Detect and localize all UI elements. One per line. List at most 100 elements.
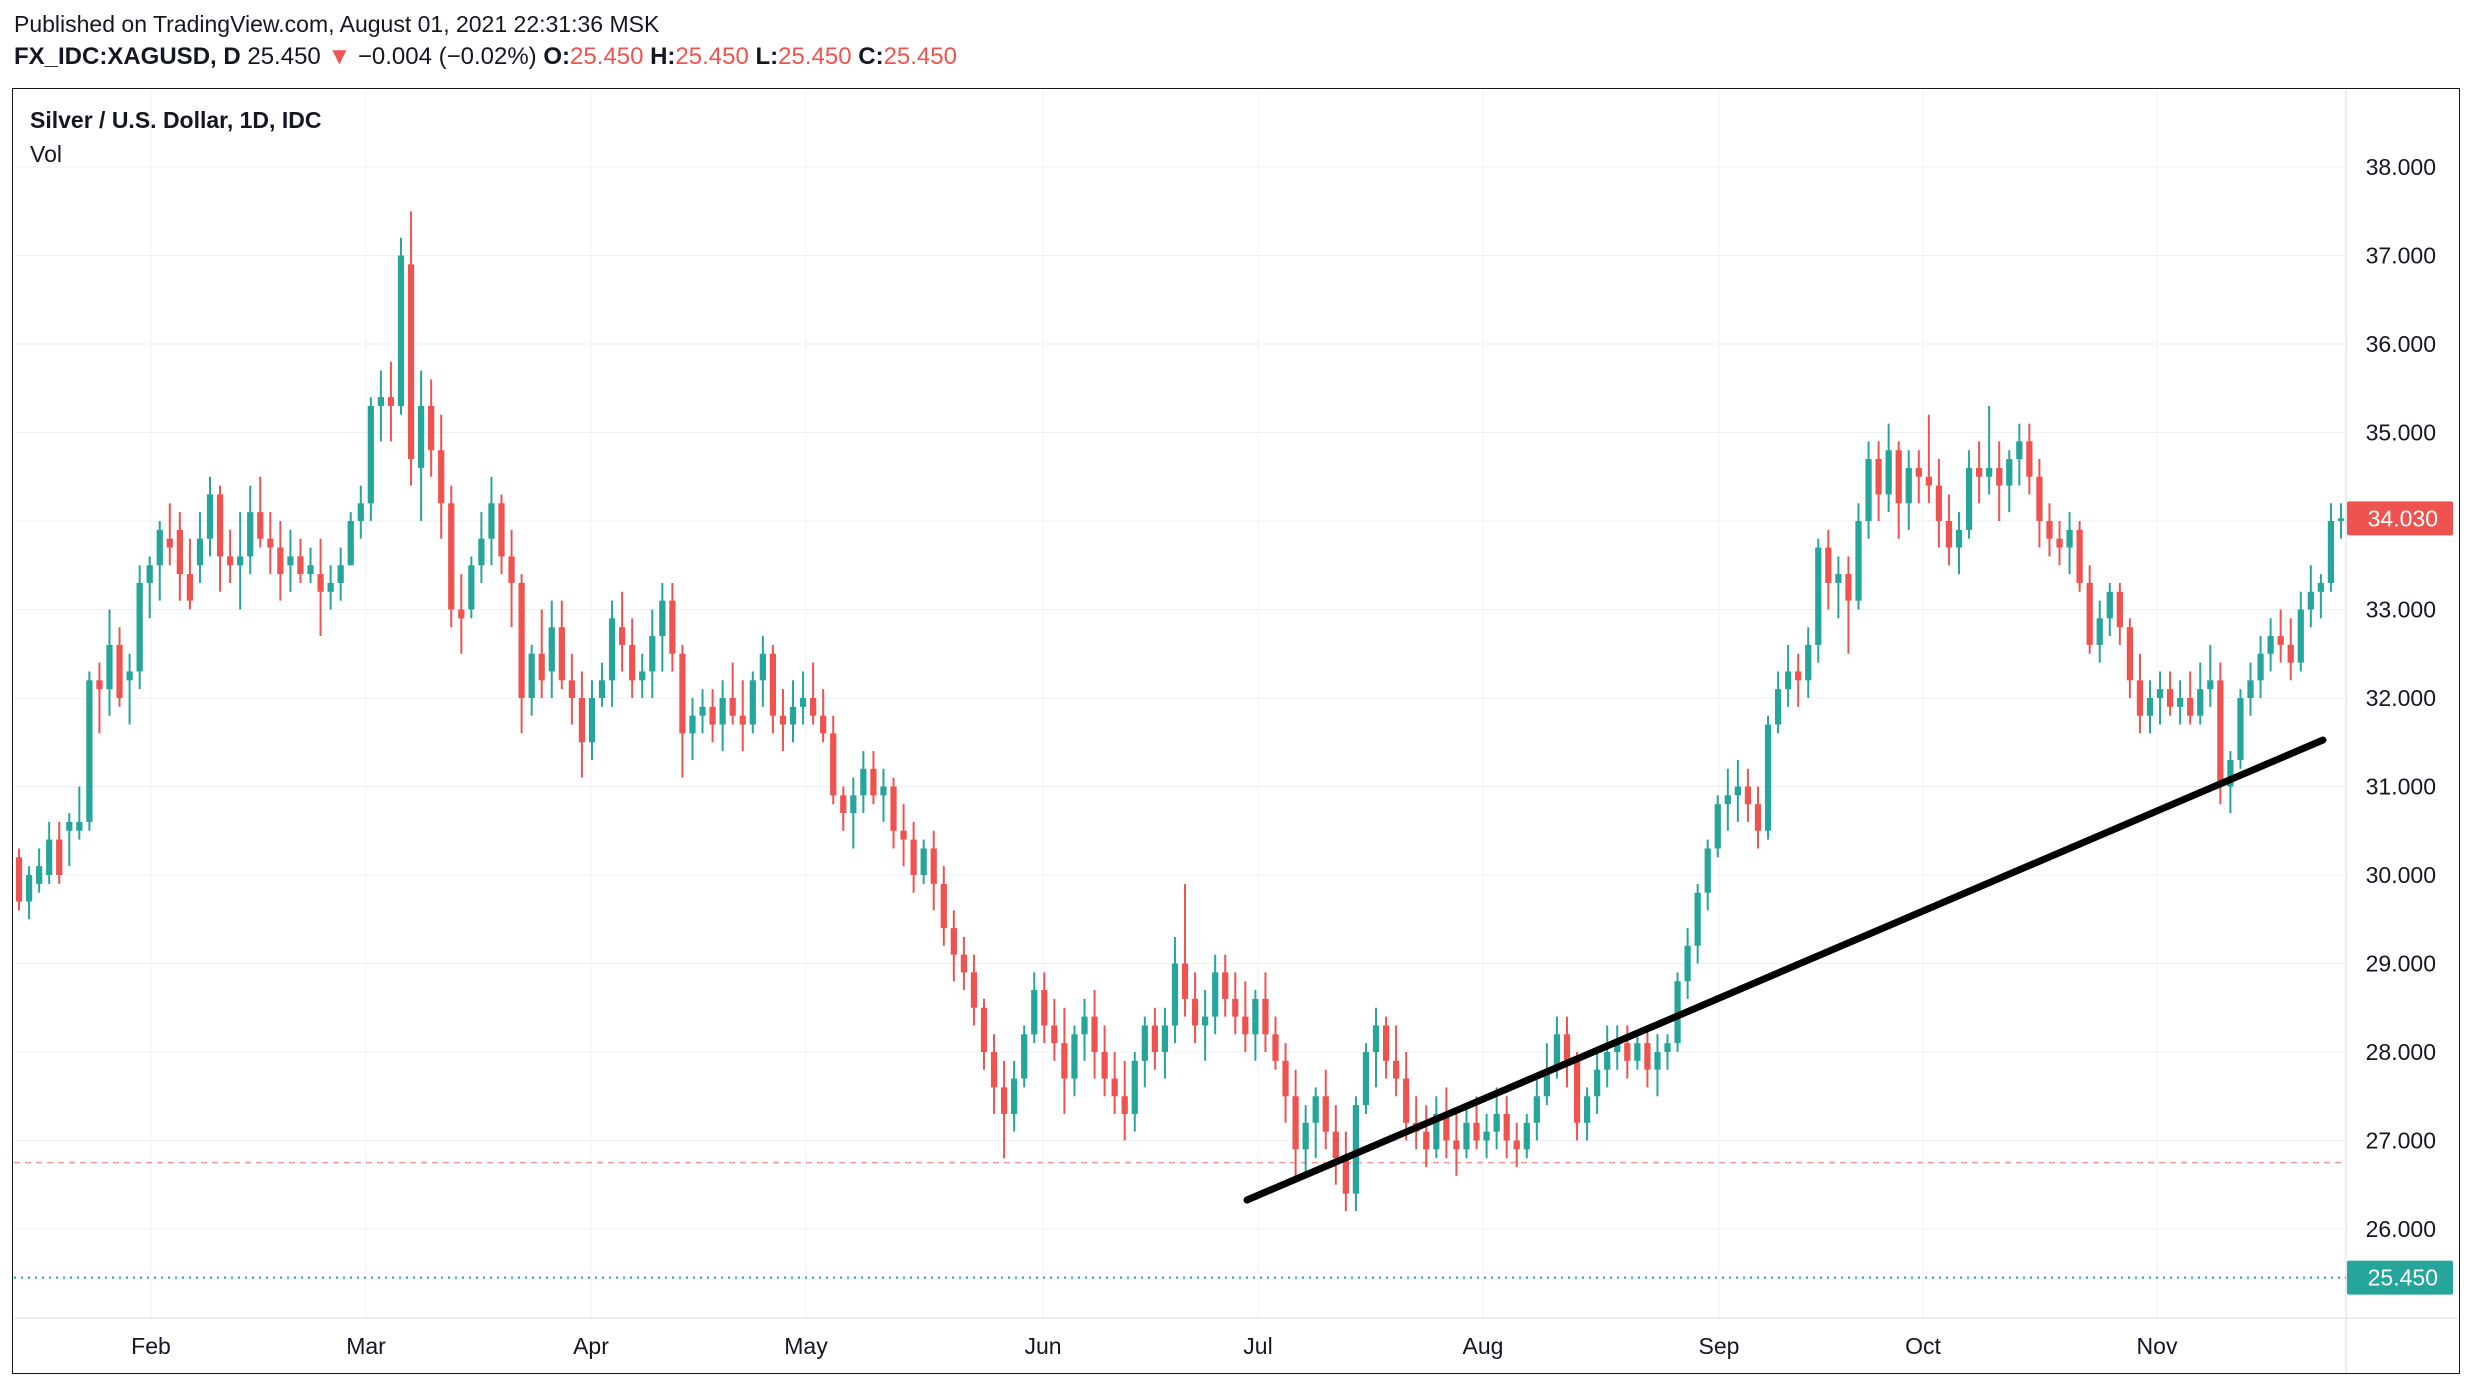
candle-body bbox=[1805, 644, 1812, 681]
candle-body bbox=[598, 680, 606, 698]
price-tick-label: 27.000 bbox=[2366, 1128, 2436, 1154]
candle-body bbox=[2016, 441, 2023, 460]
candle-body bbox=[2116, 591, 2123, 628]
candle-body bbox=[1925, 476, 1932, 486]
candle bbox=[1965, 450, 1973, 539]
candle-body bbox=[890, 786, 897, 831]
candle-body bbox=[126, 671, 133, 681]
candle-body bbox=[1764, 724, 1772, 831]
chart-pane[interactable] bbox=[12, 88, 2460, 1374]
candle bbox=[789, 680, 797, 743]
candle-body bbox=[1342, 1158, 1349, 1194]
candle bbox=[2177, 680, 2184, 725]
candle bbox=[186, 538, 194, 610]
candle-body bbox=[1915, 467, 1922, 477]
candle-body bbox=[277, 547, 284, 575]
candle bbox=[1583, 1087, 1591, 1141]
candle-body bbox=[1694, 892, 1701, 946]
candle bbox=[1714, 795, 1721, 858]
candle-body bbox=[1262, 998, 1269, 1035]
candles bbox=[15, 211, 2345, 1212]
candle-body bbox=[588, 698, 596, 743]
candle-body bbox=[799, 698, 807, 707]
candle-body bbox=[2247, 680, 2254, 698]
time-tick-label: Oct bbox=[1905, 1333, 1941, 1359]
candle bbox=[538, 609, 545, 698]
candle bbox=[1945, 494, 1953, 566]
candle-body bbox=[1392, 1060, 1400, 1079]
symbol-label: FX_IDC:XAGUSD, D bbox=[14, 43, 241, 70]
candle bbox=[196, 512, 204, 583]
candle bbox=[2197, 662, 2204, 725]
candle bbox=[1996, 441, 2003, 521]
time-tick-label: Mar bbox=[346, 1333, 386, 1359]
candle-body bbox=[1372, 1025, 1380, 1052]
candle-body bbox=[2126, 627, 2134, 681]
candle-body bbox=[1161, 1025, 1169, 1052]
candle bbox=[930, 830, 937, 911]
candle bbox=[2277, 609, 2284, 663]
candle-body bbox=[1101, 1052, 1108, 1079]
candle bbox=[578, 671, 586, 778]
open-value: 25.450 bbox=[570, 43, 644, 70]
candle-body bbox=[206, 494, 214, 539]
candle-body bbox=[478, 538, 485, 566]
candle-body bbox=[970, 972, 978, 1008]
candle-body bbox=[1614, 1043, 1621, 1052]
candle-body bbox=[950, 928, 957, 955]
candle bbox=[1764, 715, 1772, 840]
candle-body bbox=[438, 450, 445, 504]
candle-body bbox=[56, 839, 63, 875]
last-price-label-bg bbox=[2347, 1260, 2453, 1295]
candle-body bbox=[387, 397, 395, 406]
candle-body bbox=[1795, 671, 1802, 681]
candle bbox=[267, 512, 274, 575]
candle-body bbox=[116, 644, 123, 698]
candle-body bbox=[46, 839, 53, 875]
candle bbox=[719, 680, 726, 752]
candle bbox=[870, 751, 877, 805]
candle bbox=[608, 600, 616, 707]
candle-body bbox=[76, 821, 83, 831]
candle bbox=[1483, 1113, 1490, 1159]
candle bbox=[1463, 1105, 1470, 1159]
candle-body bbox=[719, 698, 726, 725]
candle-body bbox=[2006, 459, 2013, 486]
candle-body bbox=[759, 653, 766, 681]
candle-body bbox=[1352, 1105, 1360, 1194]
time-axis: Feb Mar Apr May Jun Jul Aug Sep Oct Nov bbox=[131, 1333, 2178, 1359]
candle-body bbox=[2086, 582, 2093, 645]
candle-body bbox=[267, 538, 274, 548]
candle bbox=[1774, 671, 1782, 734]
candle bbox=[1423, 1105, 1430, 1168]
candle bbox=[2297, 591, 2304, 672]
candle bbox=[1634, 1034, 1641, 1070]
candle bbox=[2106, 582, 2113, 637]
published-info: Published on TradingView.com, August 01,… bbox=[14, 11, 660, 37]
candle-body bbox=[307, 565, 314, 575]
candle bbox=[1081, 998, 1088, 1061]
candle-body bbox=[86, 680, 93, 822]
candle bbox=[307, 547, 314, 583]
candle bbox=[1845, 556, 1852, 654]
candle-body bbox=[96, 680, 103, 690]
candle-body bbox=[488, 503, 495, 539]
candle bbox=[438, 414, 445, 539]
candle bbox=[2086, 565, 2093, 654]
candle bbox=[2026, 423, 2033, 495]
candle bbox=[1654, 1034, 1661, 1097]
candle-body bbox=[689, 715, 696, 734]
candle-body bbox=[1965, 467, 1973, 530]
candle bbox=[1342, 1131, 1349, 1212]
candle-body bbox=[980, 1007, 988, 1052]
candle bbox=[2036, 459, 2043, 548]
candle-body bbox=[1171, 963, 1179, 1026]
candle-body bbox=[629, 644, 636, 681]
candle bbox=[1855, 503, 1862, 610]
candle-body bbox=[518, 582, 525, 698]
candle bbox=[1302, 1105, 1309, 1176]
candle bbox=[1644, 1025, 1651, 1088]
candle-body bbox=[910, 839, 917, 875]
price-tick-label: 30.000 bbox=[2366, 862, 2436, 888]
